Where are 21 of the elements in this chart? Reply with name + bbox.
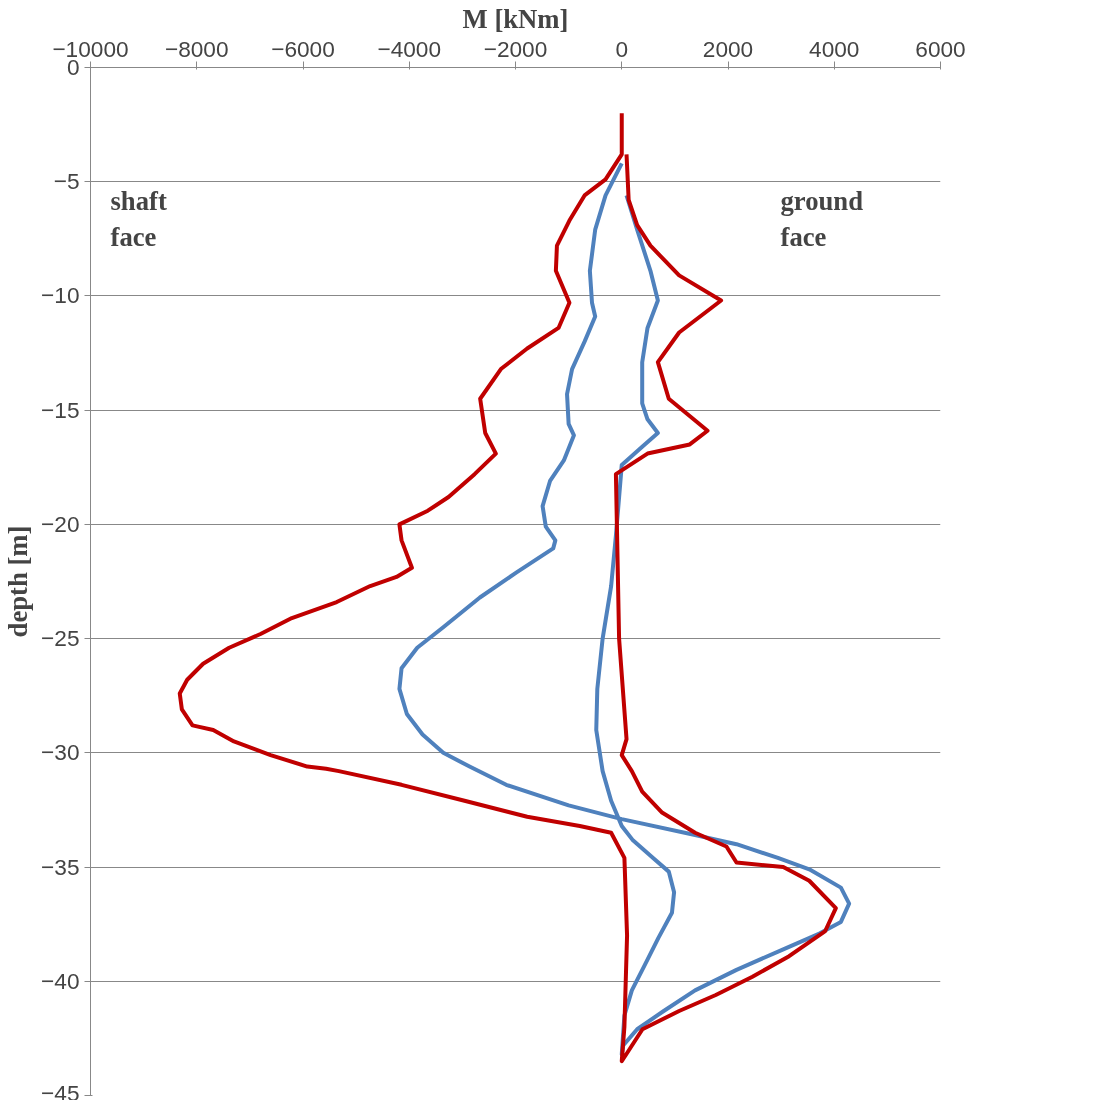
x-tick-label: −6000 — [271, 35, 335, 62]
x-tick-label: 2000 — [702, 35, 754, 62]
y-tick-label: −45 — [41, 1079, 80, 1106]
x-tick-label: 0 — [615, 35, 629, 62]
y-tick-label: −30 — [41, 739, 80, 766]
y-tick-label: −35 — [41, 853, 80, 880]
y-tick-label: −15 — [41, 396, 80, 423]
annotation: ground face — [780, 186, 864, 253]
y-tick-label: −25 — [41, 625, 80, 652]
y-axis-title: depth [m] — [3, 525, 34, 638]
x-tick-label: −2000 — [483, 35, 548, 62]
x-axis-title: M [kNm] — [462, 3, 569, 34]
y-tick-label: −5 — [53, 168, 80, 195]
x-tick-label: −8000 — [164, 35, 229, 62]
y-tick-label: −20 — [41, 510, 80, 537]
x-tick-label: 4000 — [809, 35, 860, 62]
x-tick-label: 6000 — [915, 35, 966, 62]
y-tick-label: −10 — [41, 282, 80, 309]
annotation: shaft face — [110, 186, 167, 253]
x-tick-label: −4000 — [377, 35, 442, 62]
y-tick-label: −40 — [41, 967, 80, 994]
